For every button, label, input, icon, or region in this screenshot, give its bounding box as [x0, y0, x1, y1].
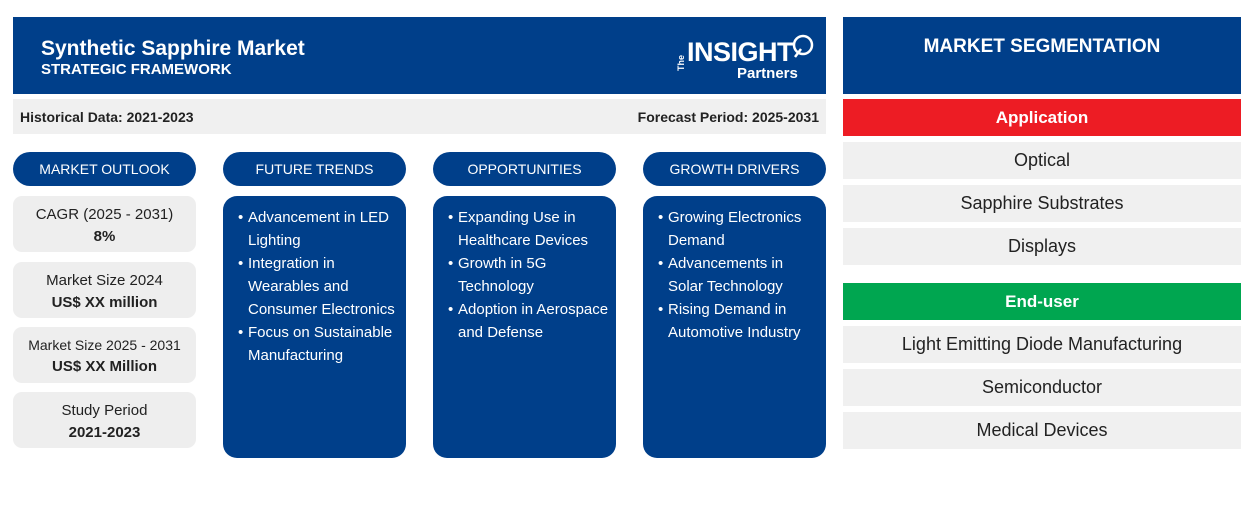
segment-item-sapphire-substrates: Sapphire Substrates	[843, 185, 1241, 222]
segment-item-semiconductor: Semiconductor	[843, 369, 1241, 406]
list-item: Growth in 5G Technology	[448, 252, 610, 298]
outlook-market-size-2024: Market Size 2024 US$ XX million	[13, 262, 196, 318]
growth-drivers-header: GROWTH DRIVERS	[643, 152, 826, 186]
market-outlook-header: MARKET OUTLOOK	[13, 152, 196, 186]
forecast-period: Forecast Period: 2025-2031	[637, 109, 819, 125]
outlook-study-period: Study Period 2021-2023	[13, 392, 196, 448]
historical-data: Historical Data: 2021-2023	[20, 109, 194, 125]
outlook-cagr: CAGR (2025 - 2031) 8%	[13, 196, 196, 252]
list-item: Advancements in Solar Technology	[658, 252, 820, 298]
growth-drivers-panel: Growing Electronics Demand Advancements …	[643, 196, 826, 458]
page-subtitle: STRATEGIC FRAMEWORK	[41, 61, 232, 78]
future-trends-panel: Advancement in LED Lighting Integration …	[223, 196, 406, 458]
outlook-market-size-forecast: Market Size 2025 - 2031 US$ XX Million	[13, 327, 196, 383]
opportunities-header: OPPORTUNITIES	[433, 152, 616, 186]
list-item: Integration in Wearables and Consumer El…	[238, 252, 400, 321]
list-item: Rising Demand in Automotive Industry	[658, 298, 820, 344]
insight-partners-logo: The INSIGHT Partners	[665, 31, 815, 85]
list-item: Advancement in LED Lighting	[238, 206, 400, 252]
opportunities-panel: Expanding Use in Healthcare Devices Grow…	[433, 196, 616, 458]
header-banner: Synthetic Sapphire Market STRATEGIC FRAM…	[13, 17, 826, 94]
segment-item-optical: Optical	[843, 142, 1241, 179]
segment-item-medical-devices: Medical Devices	[843, 412, 1241, 449]
page-title: Synthetic Sapphire Market	[41, 37, 305, 60]
logo-swoosh-icon	[792, 34, 814, 58]
segment-end-user: End-user	[843, 283, 1241, 320]
period-bar: Historical Data: 2021-2023 Forecast Peri…	[13, 99, 826, 134]
segment-item-led-manufacturing: Light Emitting Diode Manufacturing	[843, 326, 1241, 363]
list-item: Adoption in Aerospace and Defense	[448, 298, 610, 344]
segment-application: Application	[843, 99, 1241, 136]
list-item: Focus on Sustainable Manufacturing	[238, 321, 400, 367]
segmentation-title: MARKET SEGMENTATION	[843, 17, 1241, 94]
future-trends-header: FUTURE TRENDS	[223, 152, 406, 186]
list-item: Expanding Use in Healthcare Devices	[448, 206, 610, 252]
list-item: Growing Electronics Demand	[658, 206, 820, 252]
segment-item-displays: Displays	[843, 228, 1241, 265]
